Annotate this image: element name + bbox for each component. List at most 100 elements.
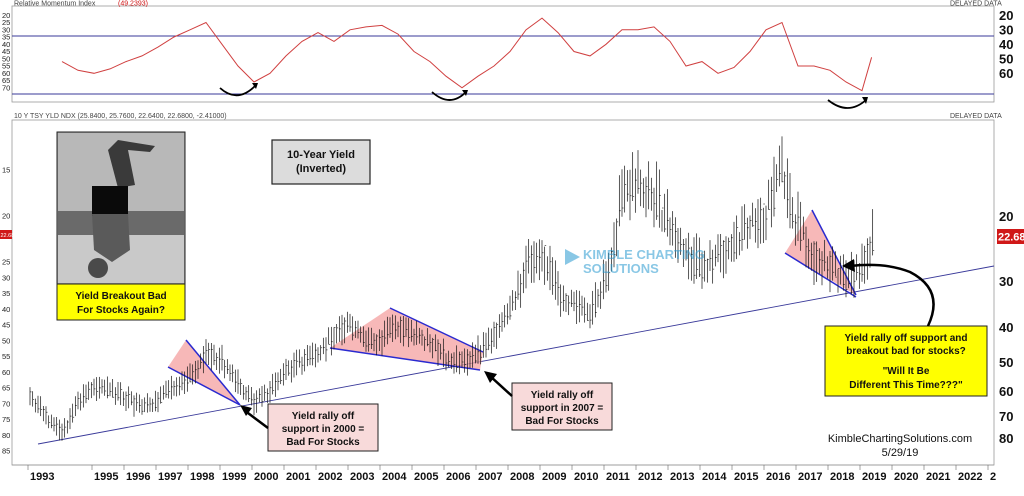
wedge-2007-upper — [389, 307, 484, 353]
price-delayed-label: DELAYED DATA — [950, 113, 1002, 120]
photo-caption-line2: For Stocks Again? — [77, 305, 165, 316]
title-box — [271, 139, 371, 185]
x-tick-label: 1993 — [30, 471, 54, 483]
rsi-left-tick: 65 — [2, 76, 10, 85]
callout-2000-arrowhead — [240, 405, 252, 416]
rsi-right-tick: 30 — [999, 22, 1013, 37]
rsi-left-tick: 70 — [2, 83, 10, 92]
price-left-tick: 85 — [2, 447, 10, 456]
price-left-tick: 65 — [2, 384, 10, 393]
rsi-arrow-2006 — [431, 91, 467, 101]
price-left-tick: 15 — [2, 166, 10, 175]
rsi-panel-value: (49.2393) — [118, 1, 148, 8]
x-tick-label: 2020 — [894, 471, 918, 483]
callout-now-arrowhead — [842, 259, 855, 272]
watermark-logo-icon — [565, 249, 580, 265]
rsi-panel: Relative Momentum Index (49.2393) DELAYE… — [2, 1, 1013, 109]
rsi-right-tick: 50 — [999, 51, 1013, 66]
rsi-arrow-2018 — [827, 99, 867, 109]
price-right-tick: 20 — [999, 209, 1013, 224]
rsi-left-tick: 55 — [2, 62, 10, 71]
price-left-tick: 45 — [2, 321, 10, 330]
photo-caption-box — [56, 283, 186, 321]
callout-2007-box — [511, 382, 613, 431]
price-right-tick: 60 — [999, 384, 1013, 399]
photo-person-torso — [92, 214, 130, 262]
watermark-line1: KIMBLE CHARTING — [583, 247, 705, 262]
callout-2007-arrow — [489, 375, 513, 397]
photo-person-legs — [108, 140, 155, 188]
callout-2007: Yield rally off support in 2007 = Bad Fo… — [484, 371, 613, 431]
price-right-tick: 30 — [999, 274, 1013, 289]
price-left-tick: 70 — [2, 399, 10, 408]
rsi-left-tick: 50 — [2, 54, 10, 63]
headstand-photo: Yield Breakout Bad For Stocks Again? — [56, 131, 186, 321]
rsi-left-tick: 60 — [2, 69, 10, 78]
price-left-tick: 75 — [2, 415, 10, 424]
date-label: 5/29/19 — [882, 447, 919, 459]
callout-now-line2: breakout bad for stocks? — [846, 346, 965, 357]
callout-2000-line3: Bad For Stocks — [286, 437, 360, 448]
wedge-2007-lower — [329, 347, 481, 371]
x-tick-label: 1996 — [126, 471, 150, 483]
price-left-tick: 35 — [2, 289, 10, 298]
x-tick-label: 2015 — [734, 471, 758, 483]
price-right-tick: 50 — [999, 355, 1013, 370]
x-tick-label: 2000 — [254, 471, 278, 483]
price-left-tick: 40 — [2, 305, 10, 314]
x-tick-label: 1998 — [190, 471, 214, 483]
x-tick-label: 2002 — [318, 471, 342, 483]
watermark: KIMBLE CHARTING SOLUTIONS — [565, 247, 705, 276]
rsi-arrow-2006-head — [462, 90, 468, 96]
price-left-tick-group: 15 20 25 30 35 40 45 50 55 60 65 70 75 80 85 — [2, 166, 10, 456]
left-value-marker-label: 22.680 — [1, 233, 18, 239]
last-value-label: 22.68 — [998, 232, 1024, 244]
x-tick-label: 2013 — [670, 471, 694, 483]
site-label: KimbleChartingSolutions.com — [828, 433, 972, 445]
rsi-right-tick: 60 — [999, 66, 1013, 81]
price-left-tick: 30 — [2, 273, 10, 282]
callout-now-box — [824, 325, 988, 397]
callout-now: Yield rally off support and breakout bad… — [824, 259, 988, 397]
price-right-tick: 40 — [999, 320, 1013, 335]
wedge-2018-lower — [784, 252, 857, 298]
wedge-2007 — [330, 308, 483, 370]
photo-caption-line1: Yield Breakout Bad — [75, 291, 166, 302]
rsi-series-line — [61, 17, 873, 92]
x-tick-label: 2019 — [862, 471, 886, 483]
x-tick-label: 2009 — [542, 471, 566, 483]
photo-person-shorts — [92, 186, 128, 216]
chart-title-line2: (Inverted) — [296, 163, 346, 175]
x-tick-label: 1997 — [158, 471, 182, 483]
price-panel: 10 Y TSY YLD NDX (25.8400, 25.7600, 22.6… — [0, 113, 1024, 466]
rsi-panel-title: Relative Momentum Index — [14, 1, 96, 8]
price-right-tick-group: 20 30 40 50 60 70 80 — [999, 209, 1013, 446]
x-tick-label: 1999 — [222, 471, 246, 483]
rsi-left-tick: 45 — [2, 47, 10, 56]
x-tick-label: 2 — [990, 471, 996, 483]
rsi-left-tick: 35 — [2, 33, 10, 42]
rsi-arrow-1999-head — [252, 83, 258, 89]
x-tick-label: 2014 — [702, 471, 727, 483]
x-tick-label: 2021 — [926, 471, 950, 483]
watermark-line2: SOLUTIONS — [583, 261, 659, 276]
rsi-left-tick: 30 — [2, 25, 10, 34]
x-tick-label: 2008 — [510, 471, 534, 483]
wedge-2000 — [168, 340, 240, 405]
price-left-tick: 25 — [2, 258, 10, 267]
x-tick-label: 2003 — [350, 471, 374, 483]
price-left-tick: 20 — [2, 212, 10, 221]
callout-2007-line1: Yield rally off — [531, 390, 594, 401]
price-left-tick: 60 — [2, 368, 10, 377]
x-tick-label: 2017 — [798, 471, 822, 483]
rsi-left-tick: 20 — [2, 11, 10, 20]
rsi-left-tick: 25 — [2, 18, 10, 27]
callout-2000: Yield rally off support in 2000 = Bad Fo… — [240, 403, 379, 452]
x-tick-label: 1995 — [94, 471, 118, 483]
callout-2007-line3: Bad For Stocks — [525, 416, 599, 427]
price-left-tick: 80 — [2, 431, 10, 440]
x-tick-label: 2006 — [446, 471, 470, 483]
